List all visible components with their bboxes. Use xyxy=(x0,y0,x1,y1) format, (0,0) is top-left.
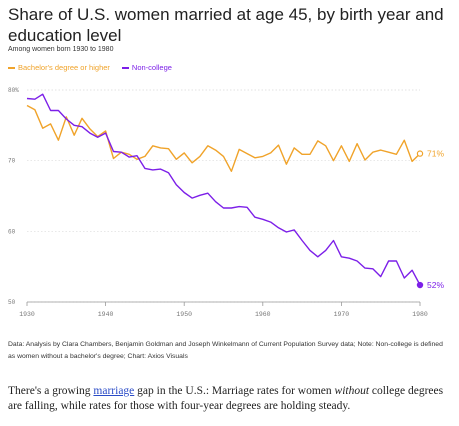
source-note: Data: Analysis by Clara Chambers, Benjam… xyxy=(8,341,443,360)
end-label-bachelors: 71% xyxy=(427,149,444,159)
line-chart: 50 60 70 80% 1930 1940 1950 1960 1970 1980 71% 52% xyxy=(8,87,444,318)
legend-swatch-noncollege xyxy=(121,66,129,69)
y-tick-label: 70 xyxy=(8,158,16,165)
end-point-noncollege xyxy=(416,281,424,289)
chart-title: Share of U.S. women married at age 45, b… xyxy=(8,5,444,45)
legend-item-bachelors: Bachelor's degree or higher xyxy=(8,63,110,72)
caption-text-2: gap in the U.S.: Marriage rates for wome… xyxy=(134,385,335,397)
chart-subtitle: Among women born 1930 to 1980 xyxy=(8,46,114,53)
legend-swatch-bachelors xyxy=(8,66,15,69)
x-tick-label: 1950 xyxy=(176,311,192,318)
series-line-noncollege xyxy=(26,93,421,286)
article-caption: There's a growing marriage gap in the U.… xyxy=(8,384,456,414)
caption-text-3: college degrees are falling, while rates… xyxy=(8,385,444,412)
y-tick-label: 60 xyxy=(8,228,16,235)
marriage-link[interactable]: marriage xyxy=(93,385,135,397)
caption-emphasis: without xyxy=(334,385,370,397)
x-tick-label: 1960 xyxy=(255,311,271,318)
y-tick-label: 50 xyxy=(8,299,16,306)
end-label-noncollege: 52% xyxy=(427,280,444,290)
y-tick-label: 80% xyxy=(8,87,19,94)
legend-item-noncollege: Non-college xyxy=(121,63,172,72)
x-tick-label: 1980 xyxy=(412,311,428,318)
legend-label-noncollege: Non-college xyxy=(131,63,172,72)
x-tick-label: 1940 xyxy=(98,311,114,318)
x-tick-label: 1930 xyxy=(19,311,35,318)
x-tick-label: 1970 xyxy=(334,311,350,318)
legend: Bachelor's degree or higher Non-college xyxy=(8,63,172,72)
caption-text-1: There's a growing xyxy=(8,385,94,397)
series-line-bachelors xyxy=(26,104,421,173)
legend-label-bachelors: Bachelor's degree or higher xyxy=(18,63,110,72)
end-point-bachelors xyxy=(416,150,424,157)
